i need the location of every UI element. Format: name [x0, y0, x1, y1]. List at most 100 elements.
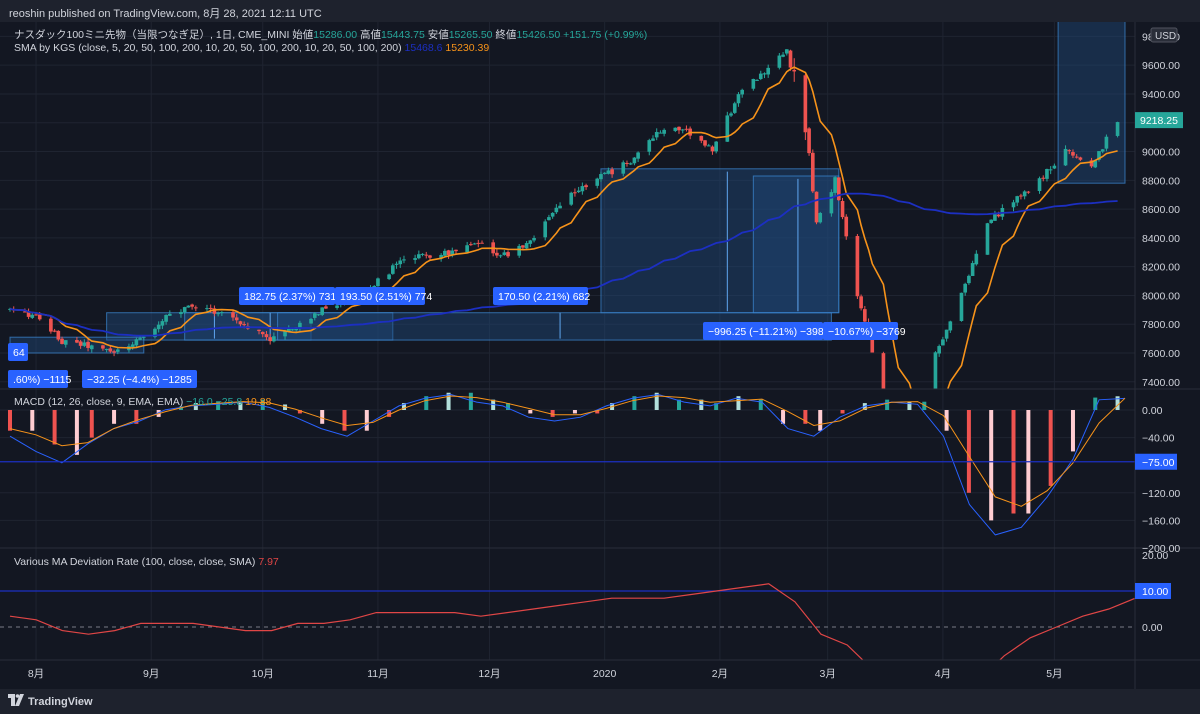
candle-body: [164, 314, 168, 322]
macd-bar: [89, 410, 94, 438]
ohlc-value: 15286.00: [313, 29, 357, 41]
candle: [220, 311, 224, 316]
candle-body: [833, 177, 837, 193]
candle: [985, 222, 990, 255]
candle-body: [818, 212, 823, 223]
macd-bar: [654, 392, 659, 410]
footer-brand: TradingView: [28, 696, 93, 708]
candle: [680, 128, 685, 134]
chart-area[interactable]: 182.75 (2.37%) 731 193.50 (2.51%) 774 170.…: [0, 22, 1200, 689]
macd-bar: [840, 410, 845, 414]
candle-body: [855, 236, 860, 297]
candle: [272, 332, 276, 343]
candle: [231, 309, 235, 321]
candle: [472, 242, 477, 245]
candle-body: [179, 311, 183, 315]
candle-body: [621, 162, 626, 174]
candle: [1078, 156, 1083, 162]
candle: [788, 49, 793, 71]
macd-values: −16.0 −25.8: [183, 396, 242, 408]
candle-body: [309, 318, 313, 324]
candle-body: [469, 244, 473, 246]
candle-body: [30, 314, 35, 318]
indicator-title: SMA by KGS (close, 5, 20, 50, 100, 200, …: [14, 42, 402, 54]
price-tick: 7800.00: [1142, 319, 1180, 331]
candle-body: [298, 322, 302, 329]
candle: [859, 294, 863, 311]
measure-label: −996.25 (−11.21%) −3985: [703, 322, 830, 340]
deviation-tick: 0.00: [1142, 622, 1163, 634]
chart-background: [0, 22, 1200, 689]
candle: [1089, 157, 1094, 168]
ohlc-label: 安値: [425, 28, 449, 41]
candle-body: [941, 339, 945, 346]
candle: [89, 344, 94, 353]
candle: [970, 260, 975, 277]
candle: [439, 253, 443, 262]
candle-body: [1100, 149, 1105, 152]
measure-label-text: 170.50 (2.21%) 682: [498, 291, 590, 303]
candle-body: [108, 348, 113, 352]
candle-body: [268, 337, 272, 342]
candle: [56, 330, 61, 342]
candle: [1100, 148, 1105, 154]
deviation-level-badge: 10.00: [1135, 583, 1171, 599]
candle: [417, 250, 421, 260]
candle-body: [959, 292, 964, 322]
macd-bar: [677, 399, 681, 410]
candle-body: [182, 307, 187, 313]
candle: [584, 183, 588, 190]
candle-body: [153, 328, 157, 338]
candle: [30, 312, 35, 319]
candle-body: [658, 132, 663, 134]
candle-body: [1015, 196, 1020, 203]
candle-body: [781, 54, 785, 57]
candle-body: [49, 318, 53, 332]
candle-body: [446, 250, 451, 256]
ohlc-value: 15265.50: [449, 29, 493, 41]
candle: [1026, 190, 1031, 194]
candle-body: [398, 260, 403, 265]
candle-body: [272, 336, 276, 342]
candle-body: [480, 242, 484, 244]
candle: [179, 309, 183, 318]
candle-body: [970, 263, 975, 277]
macd-bar: [424, 396, 429, 410]
time-label: 5月: [1046, 668, 1062, 680]
candle: [160, 319, 165, 330]
candle: [264, 331, 269, 341]
candle-body: [220, 312, 224, 314]
candle-body: [632, 157, 637, 164]
candle: [554, 204, 559, 214]
candle: [569, 191, 574, 206]
candle: [420, 253, 425, 257]
deviation-pane: [0, 583, 1135, 660]
candle: [216, 311, 220, 317]
candle: [751, 78, 756, 91]
candle-body: [506, 252, 510, 257]
candle: [1019, 193, 1023, 200]
measure-label-text: −10.67%) −3769: [828, 326, 906, 338]
candle: [1104, 134, 1109, 152]
candle: [454, 249, 458, 254]
candle-body: [602, 172, 607, 174]
time-label: 3月: [819, 668, 835, 680]
candle-body: [881, 353, 886, 389]
candle: [580, 182, 585, 195]
macd-pane: [0, 392, 1135, 536]
candle: [190, 303, 194, 310]
candle-body: [836, 177, 841, 201]
candle-body: [56, 330, 61, 340]
macd-bar: [1048, 410, 1053, 486]
candle-body: [1052, 165, 1057, 169]
candle: [498, 254, 503, 259]
macd-bar: [758, 399, 763, 410]
candle-body: [859, 296, 863, 309]
candle-body: [710, 146, 715, 152]
candle: [104, 348, 109, 353]
candle: [390, 263, 395, 275]
price-tick: 7600.00: [1142, 348, 1180, 360]
price-tick: 7400.00: [1142, 377, 1180, 389]
currency-badge: USD: [1150, 27, 1178, 43]
candle-body: [996, 214, 1001, 217]
